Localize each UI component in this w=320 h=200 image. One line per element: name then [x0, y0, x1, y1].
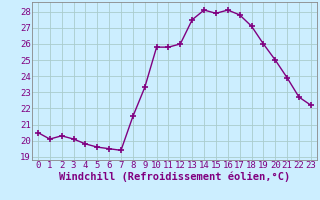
X-axis label: Windchill (Refroidissement éolien,°C): Windchill (Refroidissement éolien,°C): [59, 172, 290, 182]
